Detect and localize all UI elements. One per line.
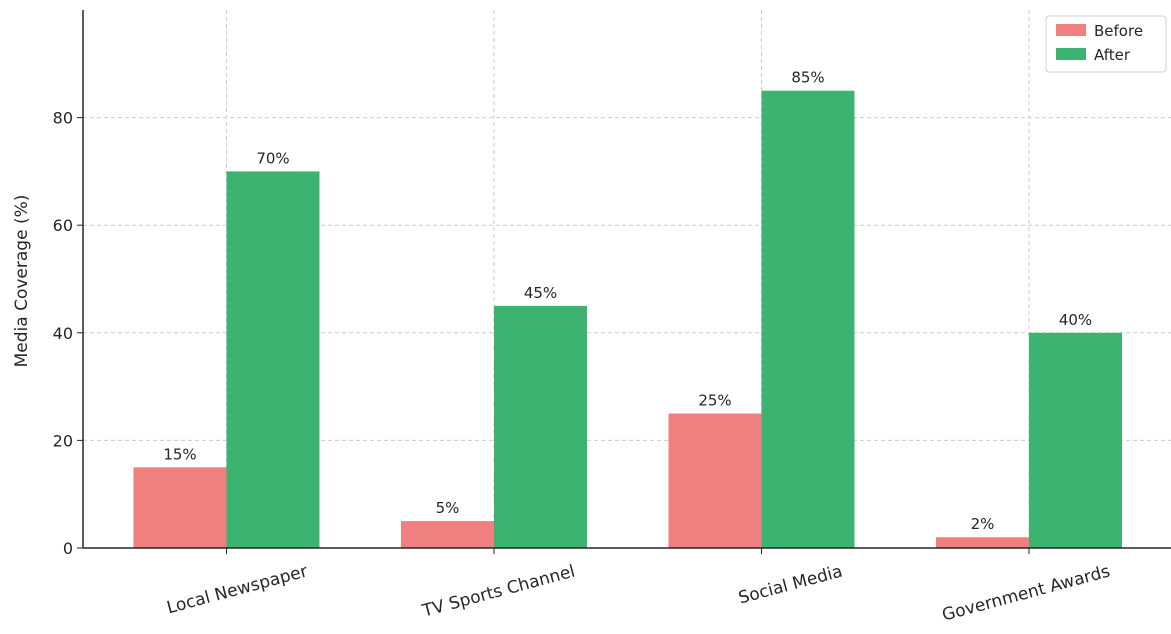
x-tick-label: Social Media [736, 562, 844, 609]
legend-swatch-before [1056, 24, 1086, 36]
legend-swatch-after [1056, 48, 1086, 60]
bar-before-3 [936, 537, 1029, 548]
y-tick-label: 40 [53, 324, 73, 343]
bar-after-0 [226, 171, 320, 548]
data-label: 25% [698, 392, 731, 410]
x-tick-label: Local Newspaper [165, 562, 310, 619]
bar-before-1 [401, 521, 494, 548]
data-label: 5% [436, 499, 460, 517]
y-axis-title: Media Coverage (%) [12, 195, 32, 368]
y-tick-label: 20 [53, 431, 73, 450]
bar-before-2 [668, 413, 762, 548]
bar-before-0 [133, 467, 227, 548]
data-label: 70% [256, 149, 289, 167]
bars [133, 90, 1122, 548]
x-tick-label: TV Sports Channel [419, 562, 577, 622]
data-label: 2% [971, 515, 995, 533]
data-labels: 15% 5% 25% 2% 70% 45% 85% 40% [163, 69, 1092, 534]
legend-label-after: After [1094, 46, 1131, 64]
data-label: 45% [524, 284, 557, 302]
data-label: 85% [791, 69, 824, 87]
legend-label-before: Before [1094, 22, 1143, 40]
legend: Before After [1045, 15, 1167, 73]
y-tick-label: 80 [53, 109, 73, 128]
data-label: 15% [163, 445, 196, 463]
y-tick-label: 60 [53, 216, 73, 235]
y-tick-label: 0 [63, 539, 73, 558]
x-tick-label: Government Awards [940, 561, 1112, 625]
bar-after-1 [494, 305, 587, 548]
bar-after-3 [1029, 332, 1122, 548]
data-label: 40% [1059, 311, 1092, 329]
bar-after-2 [761, 90, 855, 548]
